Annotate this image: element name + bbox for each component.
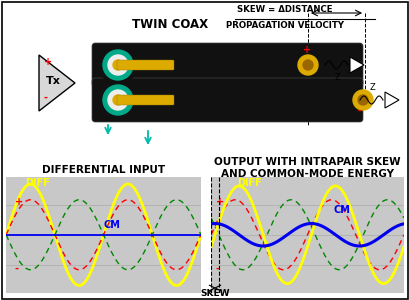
Circle shape xyxy=(103,50,133,80)
Polygon shape xyxy=(384,92,398,108)
Circle shape xyxy=(352,90,372,110)
Text: Z: Z xyxy=(369,82,375,91)
Circle shape xyxy=(99,46,137,84)
FancyBboxPatch shape xyxy=(117,95,173,105)
Text: Z: Z xyxy=(334,74,340,82)
Text: SKEW = ΔDISTANCE: SKEW = ΔDISTANCE xyxy=(237,5,332,14)
Text: PROPAGATION VELOCITY: PROPAGATION VELOCITY xyxy=(225,21,343,30)
Polygon shape xyxy=(349,57,363,73)
Text: OUTPUT WITH INTRAPAIR SKEW: OUTPUT WITH INTRAPAIR SKEW xyxy=(213,157,400,167)
Text: AND COMMON-MODE ENERGY: AND COMMON-MODE ENERGY xyxy=(220,169,393,179)
Text: -: - xyxy=(15,263,19,274)
Text: DIFF: DIFF xyxy=(236,178,261,188)
Circle shape xyxy=(108,90,128,110)
Circle shape xyxy=(357,95,367,105)
Text: Tx: Tx xyxy=(45,76,60,86)
Circle shape xyxy=(113,95,123,105)
Text: DIFF: DIFF xyxy=(25,178,49,188)
Polygon shape xyxy=(39,55,75,111)
Text: +: + xyxy=(44,57,52,67)
Circle shape xyxy=(297,55,317,75)
Text: -: - xyxy=(215,263,219,274)
Text: +: + xyxy=(15,197,23,207)
Text: +: + xyxy=(215,197,223,207)
Circle shape xyxy=(99,81,137,119)
Text: +: + xyxy=(302,45,310,55)
FancyBboxPatch shape xyxy=(92,43,362,87)
Circle shape xyxy=(113,60,123,70)
Circle shape xyxy=(108,55,128,75)
Text: CM: CM xyxy=(332,205,349,215)
Circle shape xyxy=(302,60,312,70)
Text: CM: CM xyxy=(103,220,120,230)
FancyBboxPatch shape xyxy=(117,60,173,70)
Text: -: - xyxy=(357,106,361,116)
Text: -: - xyxy=(44,93,48,103)
Circle shape xyxy=(103,85,133,115)
FancyBboxPatch shape xyxy=(92,78,362,122)
Title: DIFFERENTIAL INPUT: DIFFERENTIAL INPUT xyxy=(42,165,165,175)
Text: TWIN COAX: TWIN COAX xyxy=(132,18,207,31)
Text: SKEW: SKEW xyxy=(200,289,229,298)
